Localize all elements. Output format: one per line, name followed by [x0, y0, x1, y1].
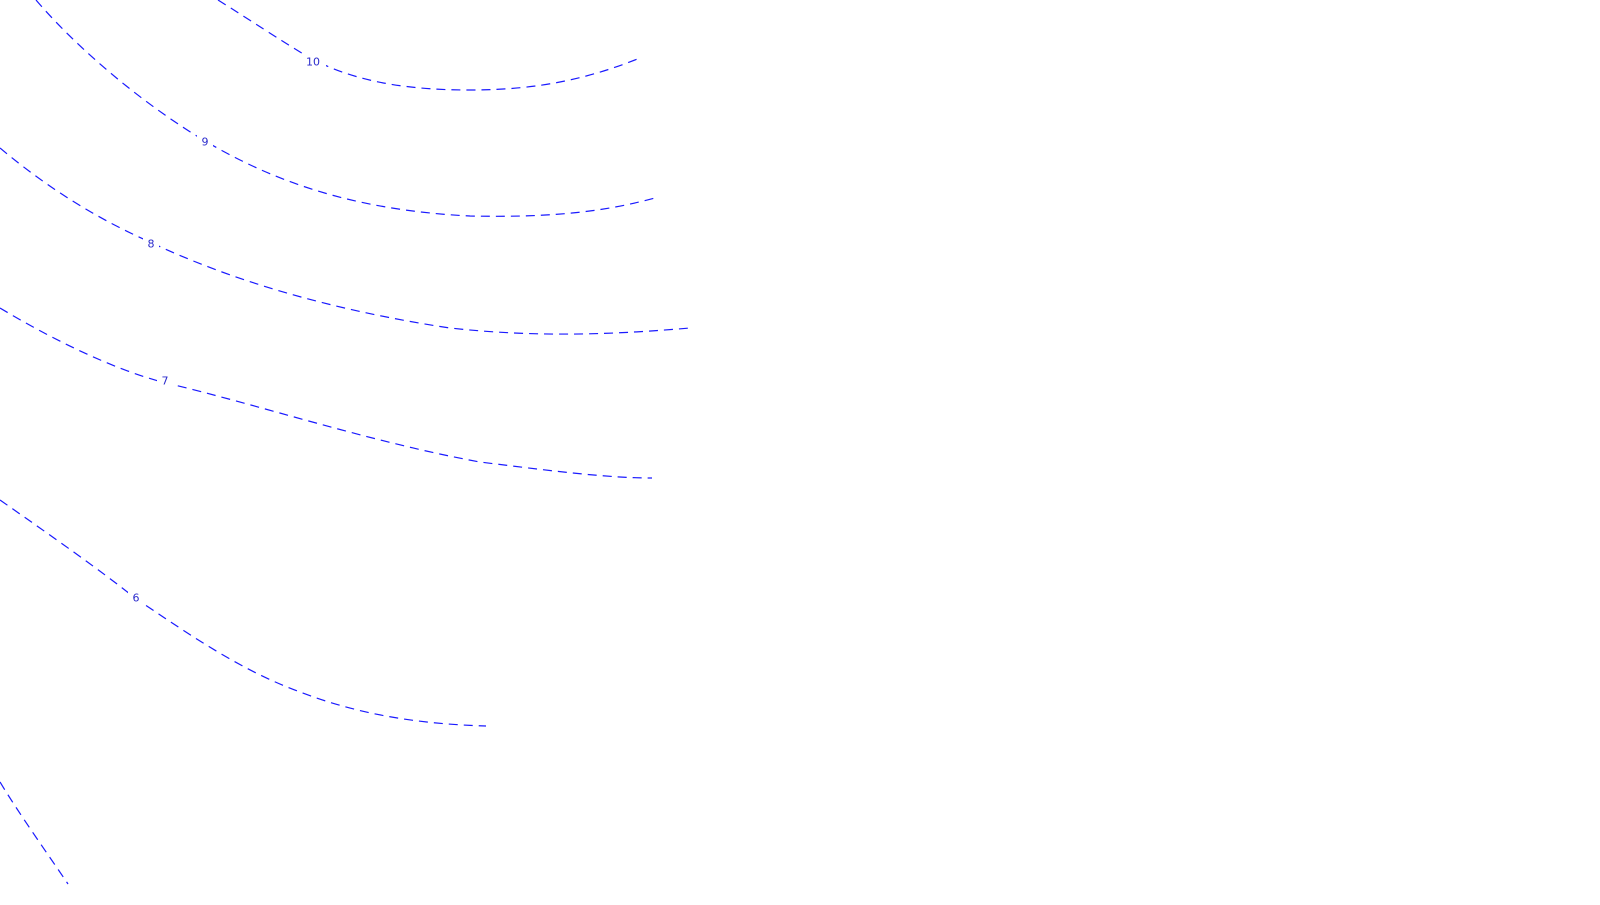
contour-label-6: 6	[133, 592, 140, 605]
contour-label-7: 7	[162, 375, 169, 388]
contour-label-10: 10	[306, 56, 320, 69]
contour-lines	[0, 0, 691, 885]
contour-label-9: 9	[202, 136, 209, 149]
contour-labels: 10 9 8 7 6	[128, 54, 326, 606]
contour-line-6	[0, 499, 487, 727]
contour-line-10	[217, 0, 641, 91]
contour-line-7	[0, 307, 653, 479]
contour-line-5	[0, 781, 69, 885]
contour-line-8	[0, 147, 691, 335]
contour-label-8: 8	[148, 238, 155, 251]
contour-line-9	[35, 0, 656, 217]
